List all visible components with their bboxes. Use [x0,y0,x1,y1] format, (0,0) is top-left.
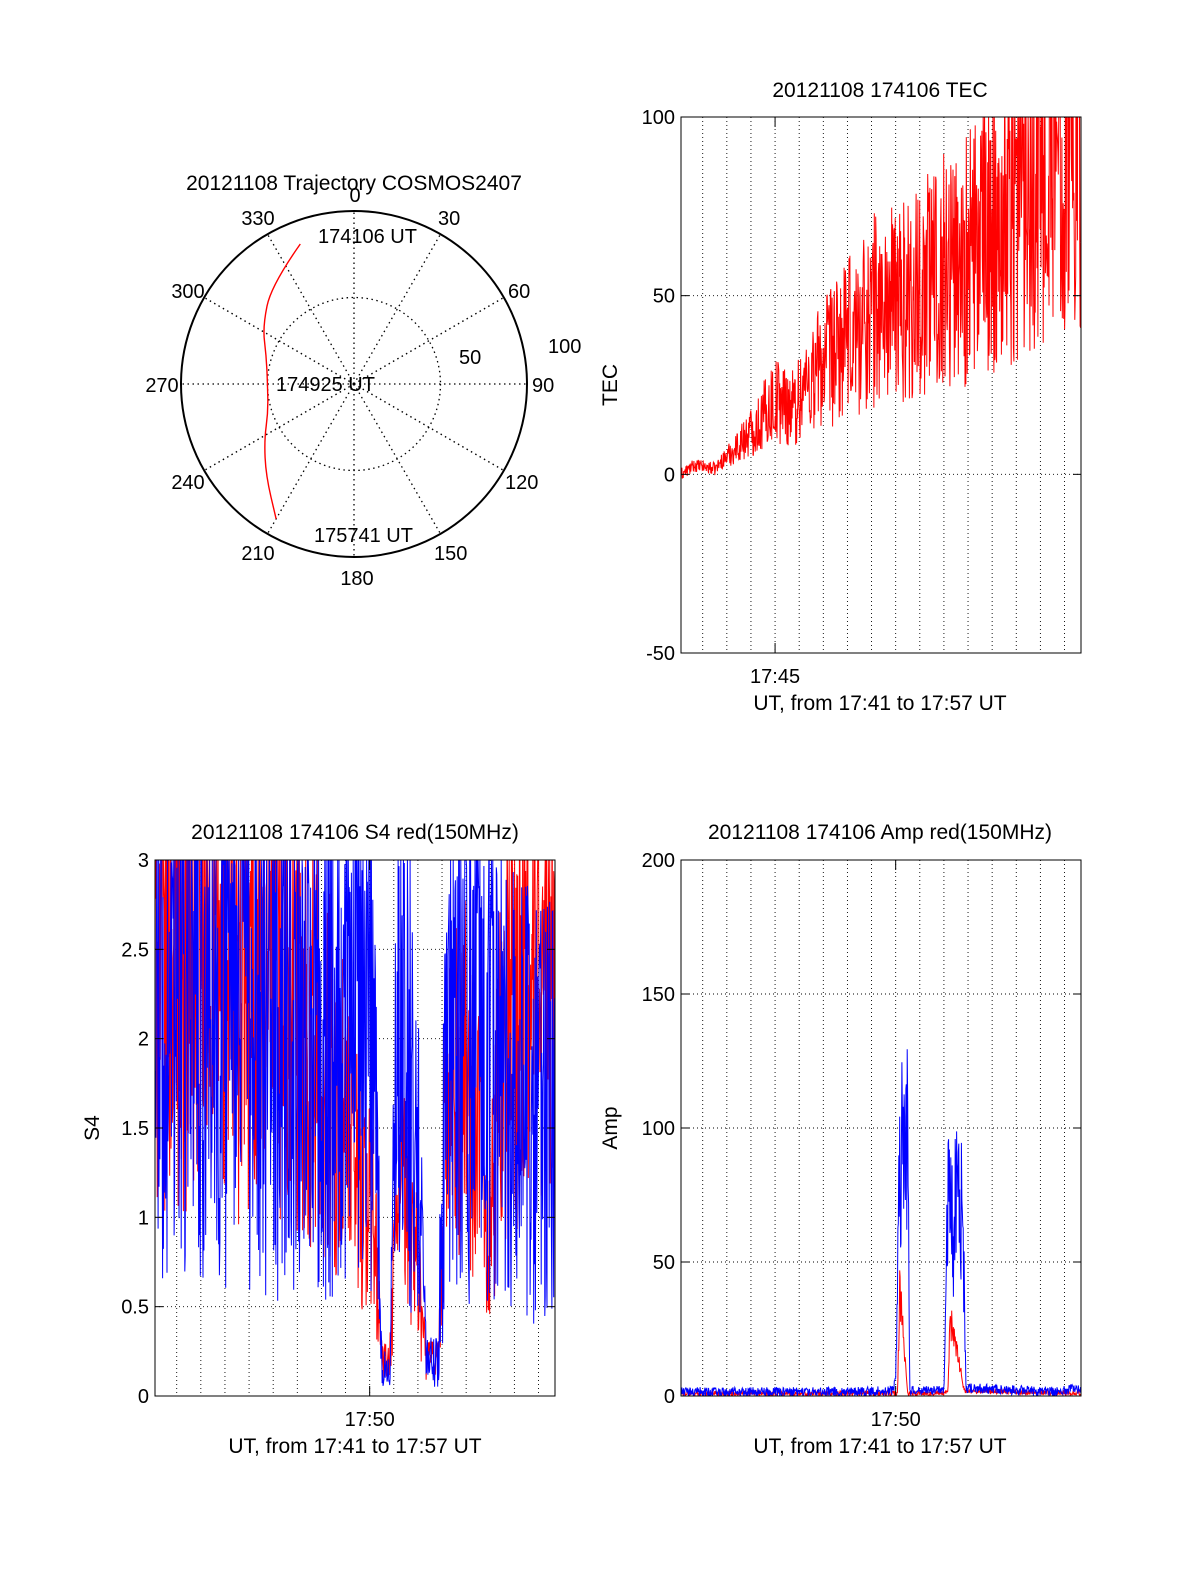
trajectory-panel: 20121108 Trajectory COSMOS2407 0 30 60 90 12… [145,172,581,590]
polar-spoke [353,296,505,385]
amp-series-line [681,1049,1081,1396]
amp-y-tick-label: 100 [642,1118,675,1140]
trajectory-track [263,243,301,519]
polar-spoke [203,383,355,472]
tec-ticks: -50 0 50 100 17:45 [642,107,1081,688]
polar-spoke [266,383,355,535]
s4-y-axis-label: S4 [81,1115,104,1141]
tec-y-tick-label: 0 [664,464,675,486]
polar-spoke [266,233,355,385]
polar-angle-label: 300 [171,281,204,303]
s4-x-tick-label: 17:50 [345,1409,395,1431]
tec-y-tick-label: 50 [653,286,675,308]
amp-y-tick-label: 0 [664,1386,675,1408]
trajectory-time-label: 175741 UT [314,525,413,547]
s4-y-tick-label: 1 [138,1207,149,1229]
s4-series [155,860,555,1387]
polar-angle-label: 180 [340,568,373,590]
trajectory-time-label: 174106 UT [318,226,417,248]
amp-series [681,1049,1081,1396]
s4-title: 20121108 174106 S4 red(150MHz) [191,821,519,844]
s4-x-axis-label: UT, from 17:41 to 17:57 UT [228,1435,481,1458]
s4-ticks: 0 0.5 1 1.5 2 2.5 3 17:50 [121,850,555,1431]
polar-angle-label: 0 [349,185,360,207]
amp-title: 20121108 174106 Amp red(150MHz) [708,821,1052,844]
polar-radial-label: 100 [548,336,581,358]
amp-ticks: 0 50 100 150 200 17:50 [642,850,1081,1431]
polar-angle-label: 150 [434,543,467,565]
polar-outer-ring [180,210,528,558]
polar-angle-label: 330 [241,208,274,230]
polar-radial-label: 50 [459,347,481,369]
tec-plot-frame [680,116,1082,654]
s4-y-tick-label: 1.5 [121,1118,149,1140]
amp-series-line [681,1270,1081,1396]
tec-series [681,117,1081,479]
s4-y-tick-label: 0.5 [121,1297,149,1319]
s4-panel: 20121108 174106 S4 red(150MHz) 0 0.5 1 1.5 2… [81,821,556,1458]
amp-x-axis-label: UT, from 17:41 to 17:57 UT [753,1435,1006,1458]
polar-spoke [203,296,355,385]
tec-series-line [681,117,1081,479]
s4-y-tick-label: 2.5 [121,939,149,961]
s4-y-tick-label: 3 [138,850,149,872]
polar-spoke [353,383,442,535]
amp-grid [681,859,1081,1397]
polar-angle-label: 30 [438,208,460,230]
polar-spoke [353,383,505,472]
polar-angle-label: 210 [241,543,274,565]
polar-spoke [353,233,442,385]
polar-grid [181,211,527,557]
polar-angle-label: 240 [171,472,204,494]
amp-x-tick-label: 17:50 [871,1409,921,1431]
s4-y-tick-label: 2 [138,1029,149,1051]
amp-y-tick-label: 50 [653,1252,675,1274]
amp-panel: 20121108 174106 Amp red(150MHz) 0 50 100 15… [599,821,1082,1458]
tec-y-tick-label: -50 [646,643,675,665]
polar-angle-label: 120 [505,472,538,494]
polar-angle-labels: 0 30 60 90 120 150 180 210 240 270 300 330 [145,185,554,590]
tec-y-tick-label: 100 [642,107,675,129]
polar-angle-label: 90 [532,375,554,397]
amp-y-tick-label: 150 [642,984,675,1006]
trajectory-time-label: 174925 UT [276,374,375,396]
polar-angle-label: 60 [508,281,530,303]
tec-x-axis-label: UT, from 17:41 to 17:57 UT [753,692,1006,715]
tec-y-axis-label: TEC [599,364,622,406]
s4-y-tick-label: 0 [138,1386,149,1408]
tec-title: 20121108 174106 TEC [772,79,987,102]
tec-x-tick-label: 17:45 [750,666,800,688]
amp-y-tick-label: 200 [642,850,675,872]
trajectory-title: 20121108 Trajectory COSMOS2407 [186,172,522,195]
tec-panel: 20121108 174106 TEC -50 0 50 100 17:45 TEC U… [599,79,1082,715]
s4-series-line [155,860,555,1387]
amp-y-axis-label: Amp [599,1106,622,1149]
polar-angle-label: 270 [145,375,178,397]
